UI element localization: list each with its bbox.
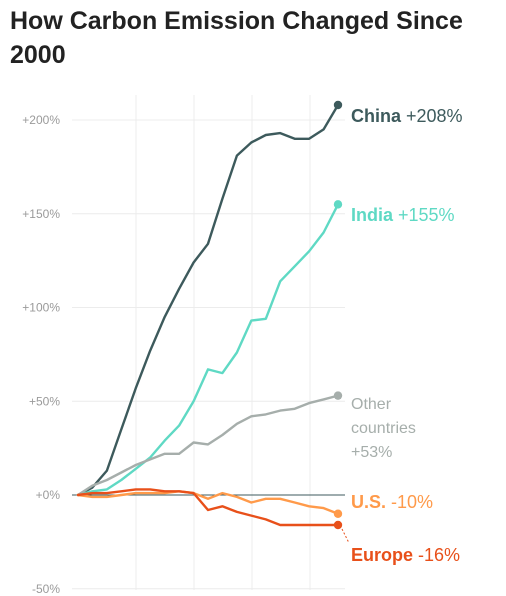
series-lines [76, 103, 340, 527]
y-tick-label: +200% [22, 113, 60, 127]
series-line-other-countries [76, 394, 340, 497]
horizontal-gridlines [72, 119, 345, 590]
y-tick-label: +0% [36, 488, 61, 502]
end-point-europe [333, 520, 343, 530]
series-labels: China +208% India +155% U.S. -10% Other coun… [341, 106, 463, 565]
series-change: +53% [351, 444, 392, 461]
series-name: China [351, 106, 402, 126]
series-change: -10% [386, 492, 433, 512]
series-line-europe [76, 488, 340, 527]
end-point-china [333, 100, 343, 110]
europe-leader-line [341, 528, 350, 544]
end-point-india [333, 200, 343, 209]
end-point-u-s [333, 509, 343, 518]
series-name-line: Other [351, 396, 392, 413]
end-point-other-countries [333, 391, 343, 400]
chart-title: How Carbon Emission Changed Since 2000 [10, 7, 463, 69]
series-line-china [76, 103, 340, 497]
series-label-other-countries: Other countries +53% [351, 396, 416, 461]
series-name-line: countries [351, 420, 416, 437]
series-name: U.S. [351, 492, 386, 512]
y-tick-label: +150% [22, 207, 60, 221]
series-name: India [351, 205, 394, 225]
series-line-india [76, 203, 340, 497]
y-tick-label: +100% [22, 301, 60, 315]
series-change: +208% [401, 106, 463, 126]
series-name: Europe [351, 545, 413, 565]
vertical-gridlines [135, 95, 311, 590]
series-change: +155% [393, 205, 455, 225]
series-label-europe: Europe -16% [351, 545, 460, 565]
y-tick-label: -50% [32, 582, 60, 596]
series-change: -16% [413, 545, 460, 565]
series-label-india: India +155% [351, 205, 455, 225]
series-label-us: U.S. -10% [351, 492, 433, 512]
series-line-u-s [76, 490, 340, 515]
y-tick-label: +50% [29, 394, 60, 408]
series-end-points [333, 100, 343, 530]
y-axis-tick-labels: -50% +0% +50% +100% +150% +200% [22, 113, 60, 596]
series-label-china: China +208% [351, 106, 463, 126]
